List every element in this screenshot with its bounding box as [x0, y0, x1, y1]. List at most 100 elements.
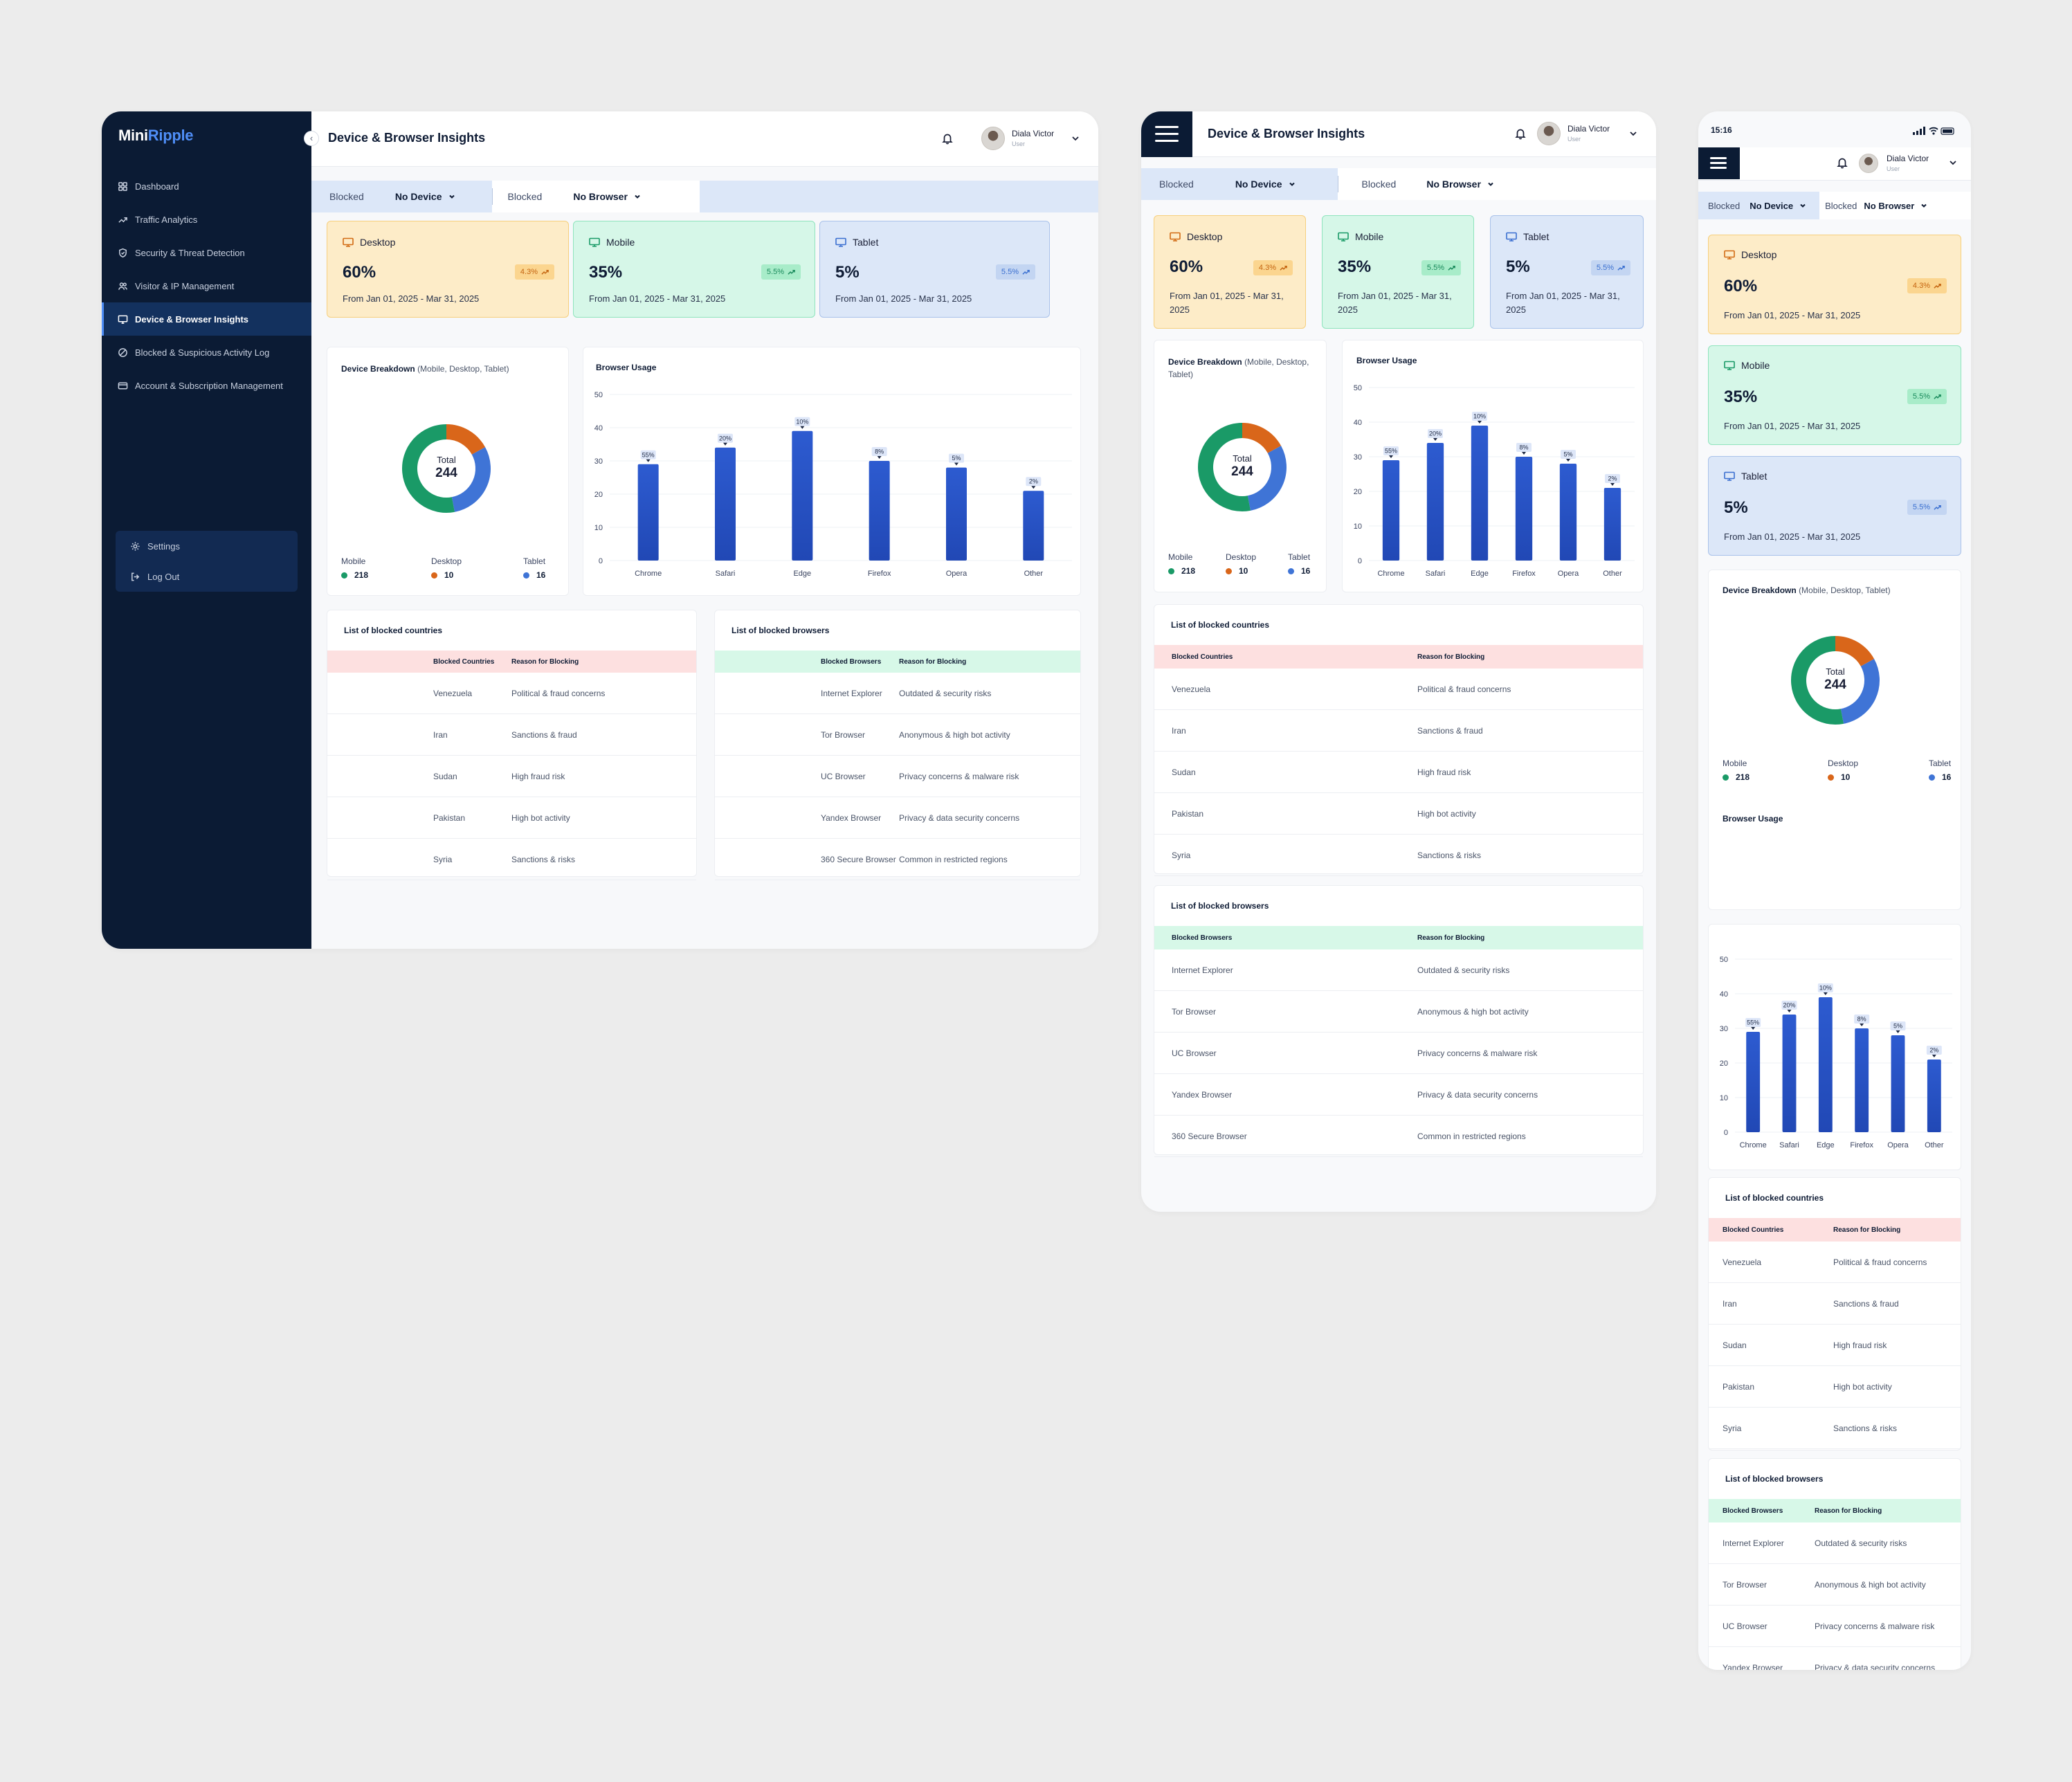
donut-slice-tablet[interactable] — [451, 447, 491, 512]
bar-edge[interactable] — [792, 430, 813, 561]
chevron-down-icon[interactable] — [1948, 158, 1958, 167]
stat-change-badge: 4.3% — [1907, 278, 1947, 293]
table-row[interactable]: 360 Secure Browser Common in restricted r… — [715, 839, 1080, 880]
stat-card-desktop[interactable]: Desktop 60% 4.3% From Jan 01, 2025 - Mar 31… — [327, 221, 569, 318]
table-row[interactable]: Pakistan High bot activity — [1154, 793, 1643, 835]
table-row[interactable]: Tor Browser Anonymous & high bot activity — [715, 714, 1080, 756]
menu-button[interactable] — [1698, 147, 1740, 179]
collapse-sidebar-button[interactable]: ‹ — [304, 131, 319, 146]
table-row[interactable]: Internet Explorer Outdated & security ris… — [715, 673, 1080, 714]
device-filter-select[interactable]: No Device — [1235, 179, 1296, 190]
bar-safari[interactable] — [1426, 443, 1444, 561]
bell-icon[interactable] — [1514, 127, 1527, 140]
table-row[interactable]: Yandex Browser Privacy & data security co… — [715, 797, 1080, 839]
bar-chrome[interactable] — [637, 464, 659, 561]
browser-filter-select[interactable]: No Browser — [1426, 179, 1495, 190]
avatar[interactable] — [1537, 122, 1561, 145]
chevron-down-icon[interactable] — [1628, 129, 1638, 138]
stat-card-desktop[interactable]: Desktop 60% 4.3% From Jan 01, 2025 - Mar 31… — [1708, 235, 1961, 334]
donut-slice-desktop[interactable] — [1242, 423, 1282, 454]
sidebar-item-traffic-analytics[interactable]: Traffic Analytics — [102, 203, 311, 236]
stat-card-tablet[interactable]: Tablet 5% 5.5% From Jan 01, 2025 - Mar 31, … — [1708, 456, 1961, 556]
stat-card-tablet[interactable]: Tablet 5% 5.5% From Jan 01, 2025 - Mar 31, … — [819, 221, 1050, 318]
stat-card-tablet[interactable]: Tablet 5% 5.5% From Jan 01, 2025 - Mar 31, … — [1490, 215, 1644, 329]
donut-slice-mobile[interactable] — [1791, 636, 1844, 725]
sidebar-item-logout[interactable]: Log Out — [116, 561, 298, 592]
table-row[interactable]: Pakistan High bot activity — [1709, 1366, 1961, 1408]
logo[interactable]: MiniRipple — [118, 127, 194, 145]
column-header: Reason for Blocking — [511, 657, 579, 666]
bar-edge[interactable] — [1471, 426, 1489, 561]
data-label: 55% — [642, 451, 655, 458]
table-row[interactable]: Tor Browser Anonymous & high bot activity — [1154, 991, 1643, 1033]
bar-opera[interactable] — [1559, 464, 1577, 561]
avatar[interactable] — [981, 127, 1005, 150]
bar-edge[interactable] — [1818, 997, 1833, 1132]
table-row[interactable]: Pakistan High bot activity — [327, 797, 696, 839]
bar-chrome[interactable] — [1746, 1032, 1761, 1132]
user-role: User — [1567, 136, 1581, 143]
table-row[interactable]: UC Browser Privacy concerns & malware ris… — [1709, 1606, 1961, 1647]
bar-other[interactable] — [1603, 488, 1621, 561]
table-row[interactable]: Syria Sanctions & risks — [1709, 1408, 1961, 1449]
browser-filter-select[interactable]: No Browser — [1864, 201, 1928, 211]
table-row[interactable]: Sudan High fraud risk — [1709, 1325, 1961, 1366]
table-row[interactable]: Tor Browser Anonymous & high bot activity — [1709, 1564, 1961, 1606]
bar-opera[interactable] — [1891, 1035, 1905, 1132]
table-row[interactable]: Venezuela Political & fraud concerns — [1154, 669, 1643, 710]
device-filter-select[interactable]: No Device — [395, 191, 456, 202]
sidebar-item-blocked-suspicious-activity-log[interactable]: Blocked & Suspicious Activity Log — [102, 336, 311, 369]
table-row[interactable]: UC Browser Privacy concerns & malware ris… — [1154, 1033, 1643, 1074]
table-row[interactable]: Iran Sanctions & fraud — [327, 714, 696, 756]
bar-opera[interactable] — [946, 467, 967, 561]
table-row[interactable]: Internet Explorer Outdated & security ris… — [1154, 949, 1643, 991]
device-filter-value: No Device — [1235, 179, 1282, 190]
table-row[interactable]: Yandex Browser Privacy & data security co… — [1154, 1074, 1643, 1116]
sidebar-item-security-threat-detection[interactable]: Security & Threat Detection — [102, 236, 311, 269]
bar-firefox[interactable] — [1515, 457, 1533, 561]
stat-card-desktop[interactable]: Desktop 60% 4.3% From Jan 01, 2025 - Mar 31… — [1154, 215, 1306, 329]
table-row[interactable]: Internet Explorer Outdated & security ris… — [1709, 1522, 1961, 1564]
table-row[interactable]: Syria Sanctions & risks — [327, 839, 696, 880]
device-filter-value: No Device — [394, 191, 442, 202]
table-row[interactable]: Iran Sanctions & fraud — [1709, 1283, 1961, 1325]
table-row[interactable]: UC Browser Privacy concerns & malware ris… — [715, 756, 1080, 797]
table-row[interactable]: Sudan High fraud risk — [1154, 752, 1643, 793]
table-row[interactable]: Syria Sanctions & risks — [1154, 835, 1643, 876]
donut-slice-mobile[interactable] — [402, 424, 455, 513]
sidebar-item-settings[interactable]: Settings — [116, 531, 298, 561]
bar-other[interactable] — [1023, 491, 1044, 561]
chevron-down-icon[interactable] — [1071, 134, 1080, 143]
sidebar-item-account-subscription-management[interactable]: Account & Subscription Management — [102, 369, 311, 402]
bar-firefox[interactable] — [1855, 1028, 1869, 1132]
sidebar-item-device-browser-insights[interactable]: Device & Browser Insights — [102, 302, 311, 336]
bar-other[interactable] — [1927, 1060, 1941, 1132]
sidebar-item-dashboard[interactable]: Dashboard — [102, 170, 311, 203]
table-row[interactable]: 360 Secure Browser Common in restricted r… — [1154, 1116, 1643, 1157]
avatar[interactable] — [1859, 154, 1878, 173]
donut-slice-desktop[interactable] — [446, 424, 486, 455]
stat-card-mobile[interactable]: Mobile 35% 5.5% From Jan 01, 2025 - Mar 31,… — [573, 221, 815, 318]
donut-slice-desktop[interactable] — [1835, 636, 1875, 667]
bell-icon[interactable] — [1836, 156, 1848, 169]
donut-slice-tablet[interactable] — [1840, 659, 1880, 724]
stat-card-mobile[interactable]: Mobile 35% 5.5% From Jan 01, 2025 - Mar 31,… — [1322, 215, 1474, 329]
table-row[interactable]: Venezuela Political & fraud concerns — [1709, 1242, 1961, 1283]
table-row[interactable]: Sudan High fraud risk — [327, 756, 696, 797]
menu-button[interactable] — [1141, 111, 1192, 157]
table-row[interactable]: Iran Sanctions & fraud — [1154, 710, 1643, 752]
data-label-bg — [640, 450, 656, 460]
donut-slice-tablet[interactable] — [1247, 446, 1287, 511]
browser-filter-select[interactable]: No Browser — [573, 191, 642, 202]
bar-chrome[interactable] — [1382, 460, 1400, 561]
bar-safari[interactable] — [1782, 1015, 1797, 1132]
donut-slice-mobile[interactable] — [1198, 423, 1251, 511]
sidebar-item-visitor-ip-management[interactable]: Visitor & IP Management — [102, 269, 311, 302]
table-row[interactable]: Yandex Browser Privacy & data security co… — [1709, 1647, 1961, 1671]
device-filter-select[interactable]: No Device — [1750, 201, 1807, 211]
stat-card-mobile[interactable]: Mobile 35% 5.5% From Jan 01, 2025 - Mar 31,… — [1708, 345, 1961, 445]
bell-icon[interactable] — [941, 132, 954, 145]
table-row[interactable]: Venezuela Political & fraud concerns — [327, 673, 696, 714]
bar-safari[interactable] — [715, 447, 736, 561]
bar-firefox[interactable] — [869, 461, 890, 561]
